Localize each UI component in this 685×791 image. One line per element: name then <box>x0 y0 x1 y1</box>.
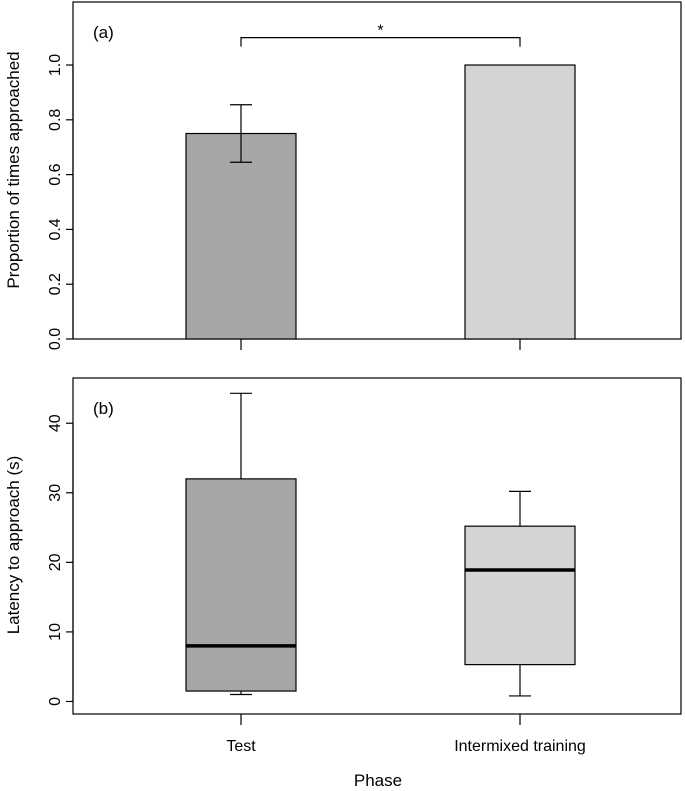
x-axis-title: Phase <box>354 771 402 790</box>
panel-a-y-axis-title: Proportion of times approached <box>4 51 23 288</box>
significance-marker: * <box>377 23 383 40</box>
boxplot-intermixed-training <box>464 490 576 697</box>
panel-b-y-tick-label: 20 <box>47 553 64 571</box>
panel-b-y-tick-label: 30 <box>47 484 64 502</box>
panel-b-y-tick-label: 40 <box>47 414 64 432</box>
panel-b-y-axis: 0 10 20 30 40 <box>47 414 74 706</box>
panel-b-frame <box>72 377 682 715</box>
bar-test <box>185 132 297 340</box>
panel-a-label: (a) <box>93 23 114 42</box>
panel-b-latency: (b) Latency to approach (s) 0 10 20 30 40 Te… <box>4 377 682 790</box>
panel-a-frame <box>72 1 682 340</box>
panel-a-y-axis: 0.0 0.2 0.4 0.6 0.8 1.0 <box>47 54 74 350</box>
panel-b-boxplots <box>185 392 576 697</box>
significance-bracket: * <box>240 23 521 47</box>
panel-b-y-axis-title: Latency to approach (s) <box>4 456 23 635</box>
panel-a-y-tick-label: 0.4 <box>47 218 64 240</box>
panel-a-y-tick-label: 0.8 <box>47 109 64 131</box>
panel-a-y-tick-label: 0.0 <box>47 328 64 350</box>
bar-intermixed-training <box>464 64 576 340</box>
panel-a-y-tick-label: 0.6 <box>47 163 64 185</box>
panel-b-x-axis: Test Intermixed training <box>226 714 586 755</box>
box-test <box>185 478 297 692</box>
panel-a-x-ticks <box>240 339 521 350</box>
panel-a-bars <box>185 64 576 340</box>
panel-a-y-tick-label: 0.2 <box>47 273 64 295</box>
x-tick-label-intermixed-training: Intermixed training <box>454 738 586 755</box>
significance-bracket-line <box>240 37 521 47</box>
error-bar-test <box>230 104 252 163</box>
x-tick-label-test: Test <box>226 738 256 755</box>
panel-a-proportion-approached: (a) Proportion of times approached 0.00.… <box>4 1 682 350</box>
panel-b-label: (b) <box>93 399 114 418</box>
panel-b-y-tick-label: 10 <box>47 623 64 641</box>
box-intermixed-training <box>464 525 576 666</box>
panel-a-y-tick-label: 1.0 <box>47 54 64 76</box>
panel-a-error-bars <box>230 104 252 163</box>
panel-b-y-tick-label: 0 <box>47 697 64 706</box>
boxplot-test <box>185 392 297 696</box>
